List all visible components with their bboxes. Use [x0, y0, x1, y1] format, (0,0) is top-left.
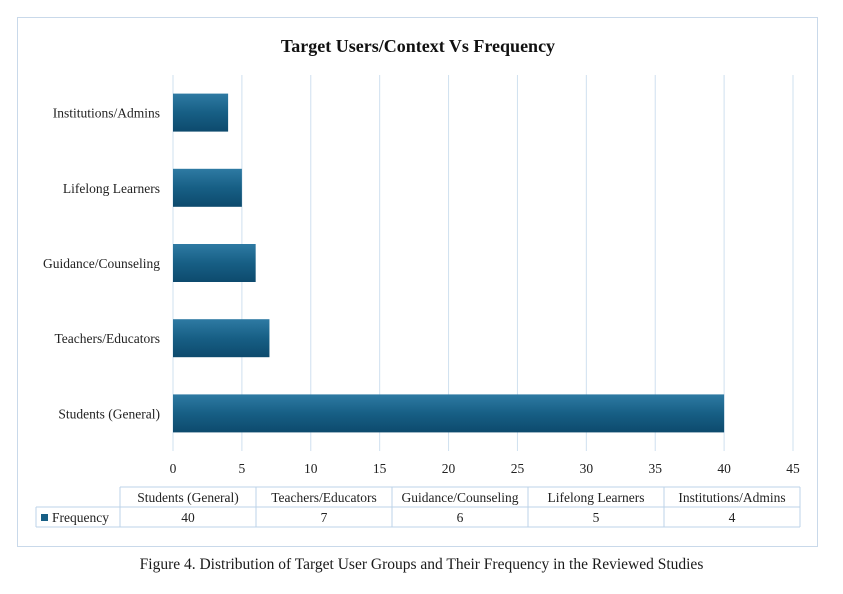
x-tick-label: 45: [786, 461, 800, 476]
x-tick-label: 35: [648, 461, 662, 476]
category-label: Institutions/Admins: [53, 106, 160, 121]
x-tick-label: 40: [717, 461, 731, 476]
table-header-cell: Institutions/Admins: [678, 490, 785, 505]
table-header-cell: Students (General): [137, 490, 239, 505]
figure-caption: Figure 4. Distribution of Target User Gr…: [139, 556, 704, 573]
table-header-cell: Teachers/Educators: [271, 490, 377, 505]
x-tick-label: 20: [442, 461, 456, 476]
bar-students-general-: [173, 394, 725, 433]
category-label: Lifelong Learners: [63, 181, 160, 196]
x-tick-label: 30: [580, 461, 594, 476]
x-tick-label: 25: [511, 461, 525, 476]
category-label: Guidance/Counseling: [43, 256, 160, 271]
x-tick-label: 10: [304, 461, 318, 476]
legend-label: Frequency: [52, 510, 109, 525]
category-label: Students (General): [58, 406, 160, 421]
bar-teachers-educators: [173, 319, 270, 358]
bar-lifelong-learners: [173, 168, 242, 207]
bar-chart: Target Users/Context Vs Frequency Studen…: [35, 36, 801, 528]
table-value-cell: 6: [457, 510, 464, 525]
x-tick-label: 0: [170, 461, 177, 476]
x-tick-label: 5: [239, 461, 246, 476]
table-value-cell: 4: [729, 510, 736, 525]
bar-institutions-admins: [173, 93, 229, 132]
x-tick-label: 15: [373, 461, 387, 476]
table-value-cell: 40: [181, 510, 195, 525]
table-header-cell: Lifelong Learners: [547, 490, 644, 505]
category-label: Teachers/Educators: [54, 331, 160, 346]
chart-container: Target Users/Context Vs Frequency Studen…: [17, 17, 818, 547]
table-value-cell: 5: [593, 510, 600, 525]
bar-guidance-counseling: [173, 244, 256, 282]
legend-swatch: [41, 514, 48, 521]
chart-title: Target Users/Context Vs Frequency: [281, 36, 555, 56]
table-value-cell: 7: [321, 510, 328, 525]
table-header-cell: Guidance/Counseling: [402, 490, 519, 505]
